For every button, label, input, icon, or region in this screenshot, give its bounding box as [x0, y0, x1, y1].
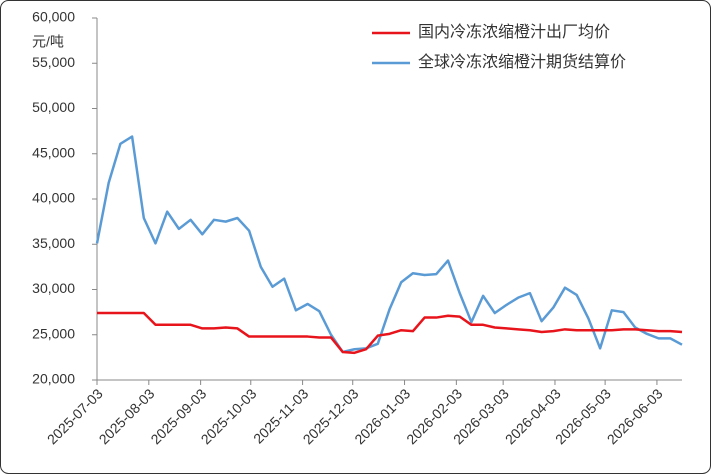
y-tick-label: 55,000: [32, 54, 75, 70]
y-tick-label: 25,000: [32, 325, 75, 341]
y-tick-label: 45,000: [32, 144, 75, 160]
legend-label: 国内冷冻浓缩橙汁出厂均价: [418, 23, 610, 41]
y-axis-label: 元/吨: [32, 34, 64, 50]
data-line: [95, 135, 683, 354]
y-tick-label: 40,000: [32, 190, 75, 206]
y-tick-label: 20,000: [32, 371, 75, 387]
y-tick-label: 60,000: [32, 9, 75, 25]
y-tick-label: 30,000: [32, 280, 75, 296]
y-tick-label: 50,000: [32, 99, 75, 115]
legend-label: 全球冷冻浓缩橙汁期货结算价: [418, 52, 626, 71]
data-line: [97, 311, 683, 355]
y-tick-label: 35,000: [32, 235, 75, 251]
